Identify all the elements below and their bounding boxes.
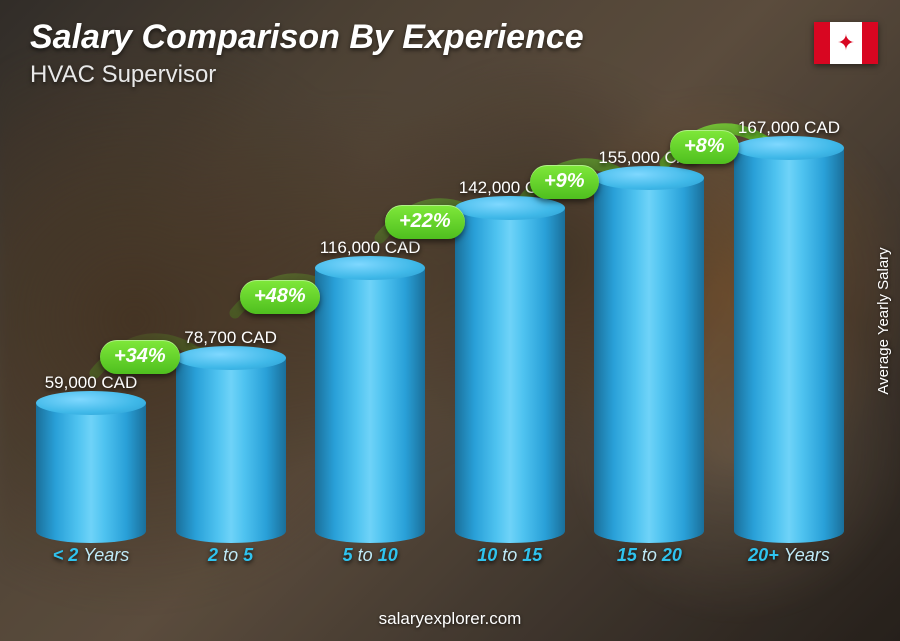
- bar-body: [36, 403, 146, 543]
- bar-value-label: 142,000 CAD: [459, 178, 561, 198]
- flag-right-stripe: [862, 22, 878, 64]
- bar-value-label: 116,000 CAD: [320, 238, 421, 258]
- bar-value-label: 59,000 CAD: [45, 373, 138, 393]
- bar-slot: 78,700 CAD: [170, 328, 292, 543]
- footer-attribution: salaryexplorer.com: [0, 609, 900, 629]
- bar-slot: 59,000 CAD: [30, 373, 152, 543]
- x-axis-label: 15 to 20: [588, 545, 710, 571]
- x-axis-row: < 2 Years 2 to 5 5 to 10 10 to 15 15 to 20 20…: [30, 545, 850, 571]
- bar-top-ellipse: [315, 256, 425, 280]
- bars-row: 59,000 CAD 78,700 CAD 116,000 CAD 142,000 C…: [30, 110, 850, 543]
- bar-slot: 167,000 CAD: [728, 118, 850, 543]
- bar-top-ellipse: [176, 346, 286, 370]
- canada-flag-icon: ✦: [814, 22, 878, 64]
- x-axis-label: 10 to 15: [449, 545, 571, 571]
- bar-body: [315, 268, 425, 543]
- bar-3d: [734, 148, 844, 543]
- bar-value-label: 167,000 CAD: [738, 118, 840, 138]
- header-block: Salary Comparison By Experience HVAC Sup…: [30, 18, 584, 89]
- bar-top-ellipse: [455, 196, 565, 220]
- x-axis-label: < 2 Years: [30, 545, 152, 571]
- bar-slot: 116,000 CAD: [309, 238, 431, 543]
- bar-slot: 142,000 CAD: [449, 178, 571, 543]
- bar-body: [734, 148, 844, 543]
- bar-slot: 155,000 CAD: [588, 148, 710, 543]
- bar-body: [176, 358, 286, 543]
- chart-area: 59,000 CAD 78,700 CAD 116,000 CAD 142,000 C…: [30, 110, 850, 571]
- bar-3d: [176, 358, 286, 543]
- bar-3d: [594, 178, 704, 543]
- flag-left-stripe: [814, 22, 830, 64]
- bar-top-ellipse: [734, 136, 844, 160]
- bar-top-ellipse: [594, 166, 704, 190]
- chart-subtitle: HVAC Supervisor: [30, 61, 584, 89]
- maple-leaf-icon: ✦: [837, 32, 855, 54]
- bar-body: [455, 208, 565, 543]
- x-axis-label: 20+ Years: [728, 545, 850, 571]
- flag-center: ✦: [830, 22, 862, 64]
- bar-top-ellipse: [36, 391, 146, 415]
- bar-value-label: 155,000 CAD: [598, 148, 700, 168]
- bar-value-label: 78,700 CAD: [184, 328, 277, 348]
- bar-3d: [315, 268, 425, 543]
- x-axis-label: 5 to 10: [309, 545, 431, 571]
- x-axis-label: 2 to 5: [170, 545, 292, 571]
- bar-3d: [455, 208, 565, 543]
- chart-title: Salary Comparison By Experience: [30, 18, 584, 57]
- y-axis-label: Average Yearly Salary: [875, 247, 892, 394]
- bar-body: [594, 178, 704, 543]
- bar-3d: [36, 403, 146, 543]
